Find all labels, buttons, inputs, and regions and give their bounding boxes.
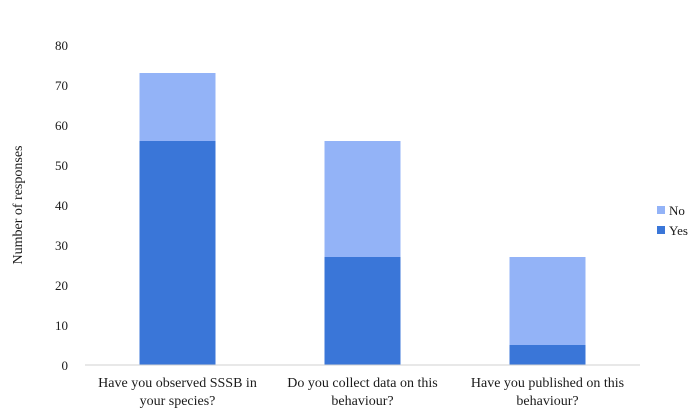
bar-no-1	[139, 73, 216, 141]
bars	[139, 73, 586, 365]
y-tick-label: 50	[55, 158, 68, 173]
legend-label-no: No	[669, 203, 685, 218]
y-tick-label: 0	[62, 358, 69, 373]
x-tick-label: behaviour?	[516, 394, 578, 409]
legend-label-yes: Yes	[669, 223, 688, 238]
y-tick-label: 70	[55, 78, 68, 93]
bar-no-3	[509, 257, 586, 345]
x-tick-label: your species?	[140, 394, 216, 409]
y-tick-label: 80	[55, 38, 68, 53]
legend: No Yes	[657, 203, 688, 238]
bar-yes-3	[509, 345, 586, 365]
y-axis-label-group: Number of responses	[11, 146, 26, 265]
x-tick-label: behaviour?	[331, 394, 393, 409]
bar-yes-1	[139, 141, 216, 365]
bar-no-2	[324, 141, 401, 257]
bar-yes-2	[324, 257, 401, 365]
x-tick-label: Do you collect data on this	[287, 376, 437, 391]
y-axis-ticks: 0 10 20 30 40 50 60 70 80	[55, 38, 68, 373]
y-tick-label: 20	[55, 278, 68, 293]
y-axis-label: Number of responses	[11, 146, 26, 265]
legend-swatch-yes	[657, 226, 665, 234]
x-tick-label: Have you published on this	[471, 376, 624, 391]
x-axis-labels: Have you observed SSSB in your species? Do…	[98, 376, 624, 409]
legend-swatch-no	[657, 206, 665, 214]
y-tick-label: 40	[55, 198, 68, 213]
x-tick-label: Have you observed SSSB in	[98, 376, 257, 391]
y-tick-label: 30	[55, 238, 68, 253]
y-tick-label: 10	[55, 318, 68, 333]
y-tick-label: 60	[55, 118, 68, 133]
